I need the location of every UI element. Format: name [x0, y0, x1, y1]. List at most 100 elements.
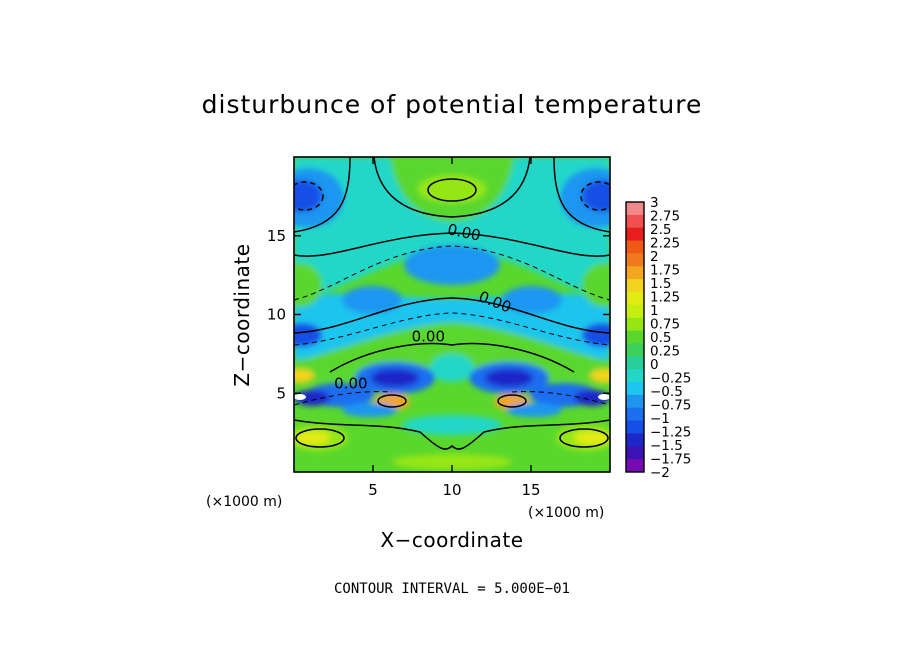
- colorbar-swatch: [626, 433, 644, 447]
- field-yellow-bottom-left: [294, 431, 330, 445]
- colorbar-frame: [625, 201, 645, 473]
- field-deepblue-topright: [582, 180, 610, 212]
- contour-top-center-positive: [427, 178, 477, 202]
- field-yellow-left: [294, 369, 314, 383]
- colorbar-tick-label: −1.75: [650, 452, 691, 468]
- field-deepblue-right: [582, 323, 610, 347]
- colorbar-tick-label: 1: [650, 303, 659, 319]
- colorbar-swatch: [626, 304, 644, 319]
- colorbar-tick-label: 0.75: [650, 317, 680, 333]
- colorbar-swatch: [626, 420, 644, 434]
- colorbar-swatch: [626, 279, 644, 293]
- colorbar-tick-label: −1: [650, 411, 670, 427]
- colorbar-swatch: [626, 330, 644, 344]
- colorbar-swatch: [626, 240, 644, 254]
- contour-top-center-solid: [373, 157, 531, 218]
- field-yellow-right: [590, 369, 610, 383]
- colorbar-tick-label: −0.75: [650, 398, 691, 414]
- field-green-band: [294, 322, 610, 378]
- colorbar-swatch: [626, 356, 644, 370]
- field-deepblue-topleft: [294, 180, 322, 212]
- x-tick-label: 15: [521, 481, 540, 499]
- colorbar-tick-label: 2.25: [650, 236, 680, 252]
- contour-interval-note: CONTOUR INTERVAL = 5.000E−01: [334, 581, 570, 597]
- field-cyan-center-low: [430, 354, 474, 382]
- contour-topleft-negative: [294, 181, 324, 211]
- colorbar-swatch: [626, 407, 644, 422]
- colorbar-tick-label: 0: [650, 357, 659, 373]
- field-deepblue-dipole-right: [485, 369, 533, 387]
- field-blue-bottom-right: [506, 403, 562, 417]
- y-tick-label: 10: [267, 306, 286, 324]
- colorbar-tick-label: −1.25: [650, 425, 691, 441]
- colorbar-swatch: [626, 369, 644, 383]
- contour-zero-lower: [329, 342, 575, 373]
- x-tick-label: 10: [442, 481, 461, 499]
- colorbar-tick-label: 1.75: [650, 263, 680, 279]
- colorbar-tick-label: 0.25: [650, 344, 680, 360]
- y-axis-title: Z−coordinate: [230, 243, 254, 386]
- contour-dashed-upper: [294, 245, 610, 301]
- field-blue-bottom-left: [342, 403, 398, 417]
- field-cyan-lower: [402, 415, 502, 435]
- field-white-right: [598, 394, 610, 400]
- field-green-right: [582, 263, 610, 307]
- contour-top-right-solid: [553, 157, 610, 233]
- field-deepblue-left: [294, 323, 322, 347]
- colorbar-swatch: [626, 292, 644, 306]
- colorbar-tick-label: 2.75: [650, 209, 680, 225]
- field-green-left: [294, 263, 322, 307]
- contour-label: 0.00: [334, 375, 367, 393]
- colorbar-tick-label: 1.25: [650, 290, 680, 306]
- x-tick-label: 5: [368, 481, 378, 499]
- colorbar-swatch: [626, 394, 644, 409]
- contour-right-dipole-positive: [497, 394, 527, 408]
- colorbar-swatch: [626, 459, 644, 473]
- colorbar-tick-label: 1.5: [650, 276, 671, 292]
- colorbar-swatch: [626, 266, 644, 280]
- colorbar-swatch: [626, 343, 644, 357]
- colorbar-tick-label: 2.5: [650, 222, 671, 238]
- y-tick-label: 15: [267, 227, 286, 245]
- field-blue-mid-left: [342, 286, 402, 314]
- colorbar: 32.752.52.2521.751.51.2510.750.50.250−0.…: [625, 195, 691, 481]
- x-axis-unit-right: (×1000 m): [528, 505, 604, 521]
- colorbar-swatch: [626, 317, 644, 332]
- colorbar-tick-label: 0.5: [650, 330, 671, 346]
- colorbar-tick-label: −2: [650, 465, 670, 481]
- contour-bottom: [294, 419, 610, 450]
- colorbar-tick-label: −0.5: [650, 384, 683, 400]
- contour-dashed-middle: [294, 312, 610, 346]
- colorbar-swatch: [626, 382, 644, 396]
- field-blue-center: [404, 245, 500, 285]
- colorbar-tick-label: −0.25: [650, 371, 691, 387]
- field-deepblue-dipole-left: [371, 369, 419, 387]
- contour-label: 0.00: [412, 327, 445, 345]
- chart-title: disturbunce of potential temperature: [202, 90, 703, 119]
- contour-left-dipole-positive: [377, 394, 407, 408]
- field-white-left: [294, 394, 306, 400]
- contour-bottom-right-positive: [559, 428, 609, 448]
- contour-dashed-lower: [294, 391, 610, 406]
- field-blue-mid-right: [502, 286, 562, 314]
- field-yellow-bottom-right: [574, 431, 610, 445]
- x-axis-title: X−coordinate: [380, 528, 523, 552]
- contour-topright-negative: [580, 181, 610, 211]
- x-axis-unit-left: (×1000 m): [206, 494, 282, 510]
- field-lime-bottom-center: [392, 454, 512, 470]
- contour-bottom-left-positive: [295, 428, 345, 448]
- colorbar-swatch: [626, 227, 644, 242]
- contour-zero-upper: [294, 232, 610, 257]
- colorbar-tick-label: 2: [650, 249, 659, 265]
- field-deepblue-low-right: [574, 390, 610, 406]
- field-deepblue-low-left: [294, 390, 330, 406]
- colorbar-swatch: [626, 446, 644, 460]
- colorbar-tick-label: −1.5: [650, 438, 683, 454]
- contour-top-left-solid: [294, 157, 351, 233]
- colorbar-swatch: [626, 253, 644, 267]
- y-tick-label: 5: [276, 384, 286, 402]
- colorbar-swatch: [626, 202, 644, 216]
- contour-zero-middle: [294, 297, 610, 334]
